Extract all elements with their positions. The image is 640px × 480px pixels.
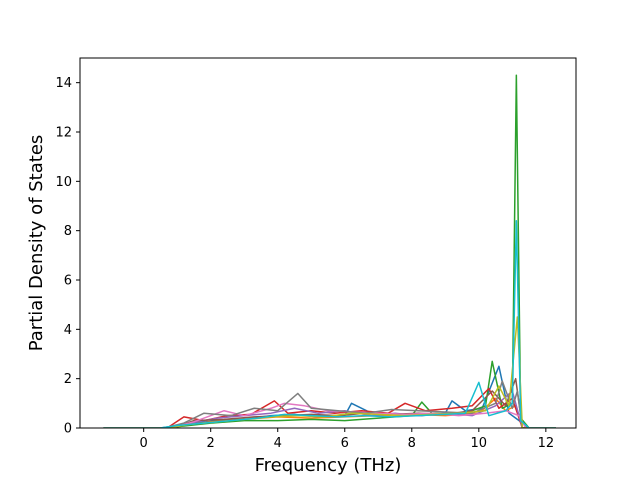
axes-frame	[79, 57, 577, 429]
y-tick-label: 6	[64, 274, 72, 289]
y-axis: 0 2 4 6 8 10 12 14	[55, 76, 80, 437]
y-tick-label: 2	[64, 372, 72, 387]
plot-area	[103, 74, 556, 428]
x-tick-label: 2	[207, 436, 215, 451]
x-tick-label: 6	[341, 436, 349, 451]
y-tick-label: 10	[55, 175, 72, 190]
x-tick-label: 12	[538, 436, 555, 451]
y-tick-label: 8	[64, 224, 72, 239]
series-layer	[103, 74, 556, 428]
x-axis-label: Frequency (THz)	[255, 455, 402, 476]
pdos-series-line-3	[103, 74, 556, 428]
x-tick-label: 10	[471, 436, 488, 451]
pdos-series-line-10	[103, 220, 556, 428]
y-axis-label: Partial Density of States	[26, 135, 47, 352]
y-tick-label: 14	[55, 76, 72, 91]
y-tick-label: 4	[64, 323, 72, 338]
x-tick-label: 4	[274, 436, 282, 451]
y-tick-label: 12	[55, 126, 72, 141]
x-tick-label: 0	[140, 436, 148, 451]
x-tick-label: 8	[408, 436, 416, 451]
x-axis: 0 2 4 6 8 10 12	[140, 428, 555, 451]
y-tick-label: 0	[64, 422, 72, 437]
